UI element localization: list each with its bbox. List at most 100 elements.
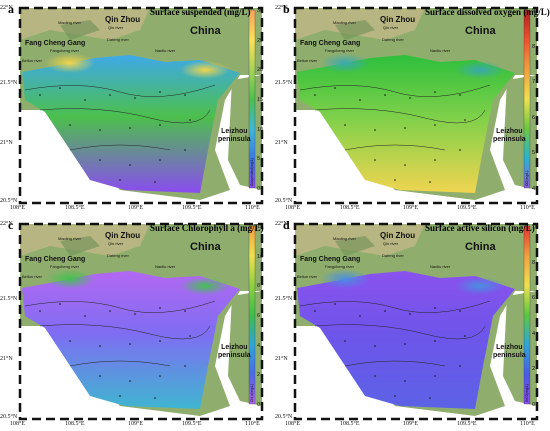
sample-station [69, 340, 71, 342]
colorbar-tick: 5 [257, 156, 261, 163]
sample-station [429, 397, 431, 399]
sample-station [464, 119, 466, 121]
river-label: Qin river [383, 25, 399, 30]
colorbar-tick: 9 [532, 8, 536, 14]
colorbar-title: SiO3(mg/L) [525, 384, 529, 402]
open-sea [20, 75, 262, 203]
lat-tick: 21°N [275, 356, 288, 362]
sample-station [374, 345, 376, 347]
river-label: Beilun river [297, 274, 318, 279]
sample-station [359, 99, 361, 101]
panel-tag: b [283, 2, 290, 16]
fangchenggang-label: Fang Cheng Gang [25, 40, 86, 47]
lon-tick: 109.5°E [182, 205, 202, 211]
river-label: Maoling river [333, 236, 356, 241]
qinzhou-label: Qin Zhou [380, 15, 416, 24]
panel-tag: c [8, 218, 14, 232]
nearshore-hotspot [320, 269, 370, 289]
map-canvas [293, 6, 539, 205]
lon-tick: 109°E [128, 205, 144, 211]
sample-station [159, 340, 161, 342]
contour-line [299, 300, 491, 313]
lon-tick: 110°E [520, 421, 535, 427]
sample-station [394, 179, 396, 181]
contour-line [69, 360, 171, 367]
colorbar-tick: 0 [532, 402, 536, 408]
colorbar-tick: 4 [532, 186, 536, 192]
contour-line [24, 84, 216, 97]
lat-tick: 20.5°N [275, 198, 293, 204]
panel-title: Surface suspended (mg/L) [150, 7, 251, 17]
river-label: Fangcheng river [325, 264, 354, 269]
colorbar [524, 10, 530, 188]
river-label: Beilun river [297, 58, 318, 63]
sample-station [69, 124, 71, 126]
panel-tag: d [283, 218, 290, 232]
qinzhou-label: Qin Zhou [380, 231, 416, 240]
colorbar-tick: 8 [532, 43, 536, 50]
fangchenggang-label: Fang Cheng Gang [300, 40, 361, 47]
sample-station [404, 127, 406, 129]
terrain-shade [60, 20, 100, 40]
river-label: Fangcheng river [50, 48, 79, 53]
colorbar-tick: 8 [257, 283, 261, 290]
lat-tick: 21°N [0, 356, 13, 362]
colorbar-frame [248, 9, 256, 189]
colorbar-tick: 5 [532, 150, 536, 157]
lon-tick: 109.5°E [182, 421, 202, 427]
colorbar-title: DO(mg/L) [525, 170, 529, 186]
fangchenggang-label: Fang Cheng Gang [25, 256, 86, 263]
map-frame [293, 6, 539, 205]
sample-station [129, 127, 131, 129]
sample-station [119, 179, 121, 181]
lat-tick: 21.5°N [275, 296, 293, 302]
lon-tick: 109.5°E [457, 421, 477, 427]
map-canvas [293, 222, 539, 421]
lon-tick: 110°E [520, 205, 535, 211]
nearshore-hotspot [320, 53, 370, 73]
estuary-hotspot [180, 61, 230, 79]
river-label: Qin river [108, 241, 124, 246]
sample-station [134, 97, 136, 99]
estuary-hotspot [180, 277, 230, 295]
sample-station [429, 181, 431, 183]
china-label: China [190, 25, 221, 37]
colorbar-frame [248, 225, 256, 405]
sample-station [314, 310, 316, 312]
sample-station [434, 124, 436, 126]
map-frame [18, 222, 264, 421]
river-label: Qin river [108, 25, 124, 30]
lon-tick: 108.5°E [65, 421, 85, 427]
sample-station [159, 91, 161, 93]
colorbar [249, 226, 255, 404]
lat-tick: 22°N [0, 5, 13, 11]
river-label: Fangcheng river [325, 48, 354, 53]
lon-tick: 108°E [10, 205, 26, 211]
river-label: Dafeng river [107, 37, 129, 42]
sample-station [154, 397, 156, 399]
colorbar-tick: 0 [257, 186, 261, 192]
contour-line [24, 300, 216, 313]
lat-tick: 21.5°N [0, 80, 18, 86]
map-frame [18, 6, 264, 205]
sample-station [184, 310, 186, 312]
map-panel-c: c Surface Chlorophyll a (mg/L) China Qin Zh… [0, 216, 275, 431]
colorbar-tick: 0 [257, 402, 261, 408]
map-panel-a: a Surface suspended (mg/L) China Qin Zhou Fa… [0, 0, 275, 215]
sample-station [334, 303, 336, 305]
lon-tick: 108°E [10, 421, 26, 427]
sample-station [374, 129, 376, 131]
lat-tick: 21°N [275, 140, 288, 146]
river-label: Nanliu river [430, 48, 451, 53]
lon-tick: 109.5°E [457, 205, 477, 211]
colorbar-tick: 10 [257, 253, 264, 260]
sample-station [434, 159, 436, 161]
sample-station [464, 335, 466, 337]
sample-station [189, 119, 191, 121]
lon-tick: 110°E [245, 205, 260, 211]
colorbar-tick: 10 [532, 224, 539, 230]
sample-station [314, 94, 316, 96]
sample-station [409, 97, 411, 99]
lon-tick: 108.5°E [65, 205, 85, 211]
peninsula-label: Leizhou peninsula [493, 128, 526, 143]
